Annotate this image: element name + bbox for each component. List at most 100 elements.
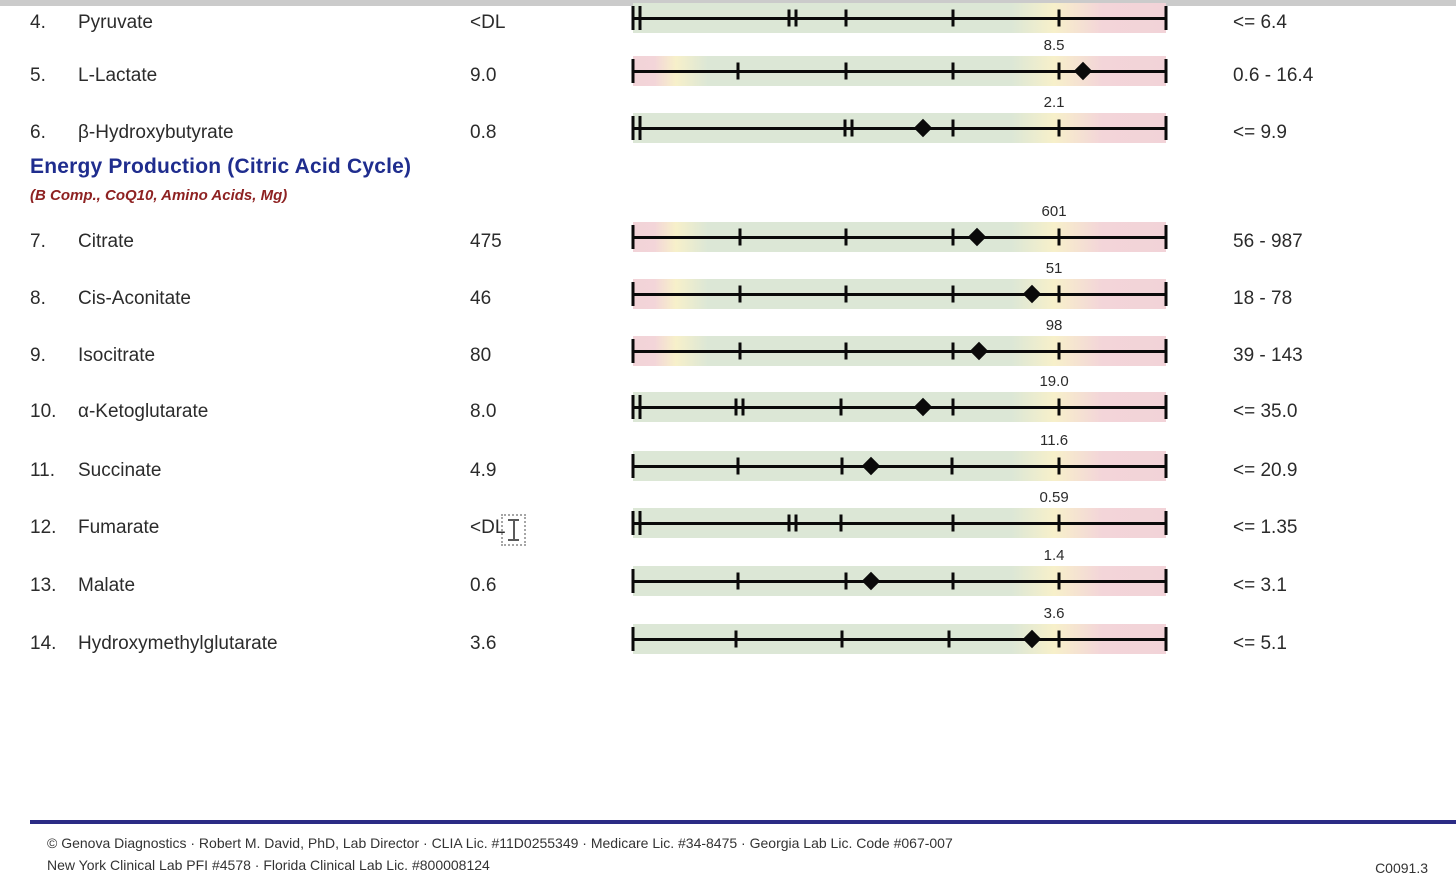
scale-tick (950, 457, 954, 475)
reference-range-bar: 98 (631, 317, 1168, 366)
scale-tick (631, 282, 635, 306)
scale-tick (787, 9, 791, 27)
analyte-name: Fumarate (78, 517, 160, 538)
scale-tick (1057, 342, 1061, 360)
analyte-result-value: 475 (470, 231, 502, 252)
scale-tick (631, 454, 635, 478)
upper-limit-label: 2.1 (1043, 94, 1065, 111)
scale-tick (738, 342, 742, 360)
analyte-result: 9.0 (470, 65, 496, 87)
scale-tick (631, 225, 635, 249)
footer-lab-credentials: © Genova Diagnostics · Robert M. David, … (47, 835, 953, 851)
upper-limit-label: 3.6 (1043, 605, 1065, 622)
scale-tick (1164, 59, 1168, 83)
scale-tick (1164, 225, 1168, 249)
scale-tick (794, 514, 798, 532)
reference-range-text: 39 - 143 (1233, 345, 1303, 366)
analyte-name: Pyruvate (78, 12, 153, 33)
scale-tick (951, 285, 955, 303)
reference-range-bar: 51 (631, 260, 1168, 309)
analyte-name: β-Hydroxybutyrate (78, 122, 234, 143)
scale-tick (638, 6, 642, 30)
bar-axis-line (633, 126, 1166, 130)
bar-axis-line (633, 69, 1166, 73)
scale-tick (741, 398, 745, 416)
analyte-number: 11. (30, 460, 56, 481)
analyte-result-value: 46 (470, 288, 492, 309)
scale-tick (1057, 398, 1061, 416)
analyte-name: Isocitrate (78, 345, 156, 366)
upper-limit-label: 0.59 (1039, 489, 1069, 506)
analyte-name: Malate (78, 575, 136, 596)
scale-tick (1164, 569, 1168, 593)
bar-axis-line (633, 637, 1166, 641)
scale-tick (631, 511, 635, 535)
scale-tick (840, 457, 844, 475)
text-cursor-artifact (501, 514, 527, 546)
scale-tick (850, 119, 854, 137)
analyte-name: α-Ketoglutarate (78, 401, 209, 422)
scale-tick (1164, 511, 1168, 535)
scale-tick (1057, 9, 1061, 27)
analyte-name: L-Lactate (78, 65, 158, 86)
scale-tick (840, 630, 844, 648)
analyte-result: 80 (470, 345, 491, 367)
scale-tick (738, 228, 742, 246)
reference-range-text: <= 20.9 (1233, 460, 1298, 481)
analyte-result: 46 (470, 288, 491, 310)
result-diamond-marker (914, 118, 933, 138)
scale-tick (844, 285, 848, 303)
scale-tick (631, 339, 635, 363)
scale-tick (951, 572, 955, 590)
analyte-result: 8.0 (470, 401, 496, 423)
upper-limit-label: 1.4 (1043, 547, 1065, 564)
analyte-result-value: 0.6 (470, 575, 497, 596)
bar-axis-line (633, 521, 1166, 525)
scale-tick (951, 398, 955, 416)
analyte-number: 6. (30, 122, 46, 143)
scale-tick (951, 228, 955, 246)
bar-axis-line (633, 235, 1166, 239)
bar-axis-line (633, 292, 1166, 296)
bar-axis-line (633, 405, 1166, 409)
result-diamond-marker (861, 456, 880, 476)
analyte-result: 475 (470, 231, 502, 253)
analyte-number: 9. (30, 345, 46, 366)
scale-tick (638, 395, 642, 419)
bar-axis-line (633, 579, 1166, 583)
result-diamond-marker (970, 341, 989, 361)
analyte-result-value: 9.0 (470, 65, 497, 86)
scale-tick (1164, 627, 1168, 651)
scale-tick (951, 119, 955, 137)
reference-range-text: 18 - 78 (1233, 288, 1293, 309)
scale-tick (1057, 285, 1061, 303)
scale-tick (631, 6, 635, 30)
analyte-number: 14. (30, 633, 57, 654)
analyte-result: <DL (470, 12, 505, 34)
analyte-result-value: 80 (470, 345, 492, 366)
analyte-result-value: 0.8 (470, 122, 497, 143)
analyte-result: 4.9 (470, 460, 496, 482)
scale-tick (631, 59, 635, 83)
upper-limit-label: 19.0 (1039, 373, 1069, 390)
reference-range-bar (631, 3, 1168, 33)
scale-tick (951, 62, 955, 80)
scale-tick (839, 398, 843, 416)
reference-range-text: 56 - 987 (1233, 231, 1303, 252)
analyte-number: 13. (30, 575, 57, 596)
analyte-number: 8. (30, 288, 46, 309)
result-diamond-marker (914, 397, 933, 417)
analyte-result: 3.6 (470, 633, 496, 655)
scale-tick (736, 457, 740, 475)
reference-range-text: 0.6 - 16.4 (1233, 65, 1314, 86)
upper-limit-label: 98 (1045, 317, 1063, 334)
analyte-name: Succinate (78, 460, 162, 481)
scale-tick (638, 511, 642, 535)
scale-tick (1164, 339, 1168, 363)
reference-range-bar: 2.1 (631, 94, 1168, 143)
analyte-name: Citrate (78, 231, 134, 252)
reference-range-bar: 1.4 (631, 547, 1168, 596)
analyte-result: 0.6 (470, 575, 496, 597)
analyte-result-value: 3.6 (470, 633, 497, 654)
analyte-result: 0.8 (470, 122, 496, 144)
